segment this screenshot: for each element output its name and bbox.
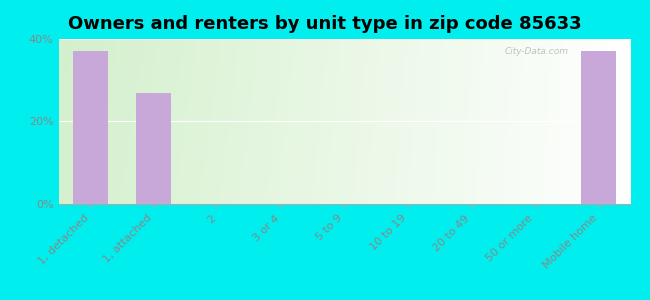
Bar bbox=[73, 51, 108, 204]
Bar bbox=[136, 93, 172, 204]
Text: City-Data.com: City-Data.com bbox=[504, 47, 569, 56]
Text: Owners and renters by unit type in zip code 85633: Owners and renters by unit type in zip c… bbox=[68, 15, 582, 33]
Bar bbox=[581, 51, 616, 204]
